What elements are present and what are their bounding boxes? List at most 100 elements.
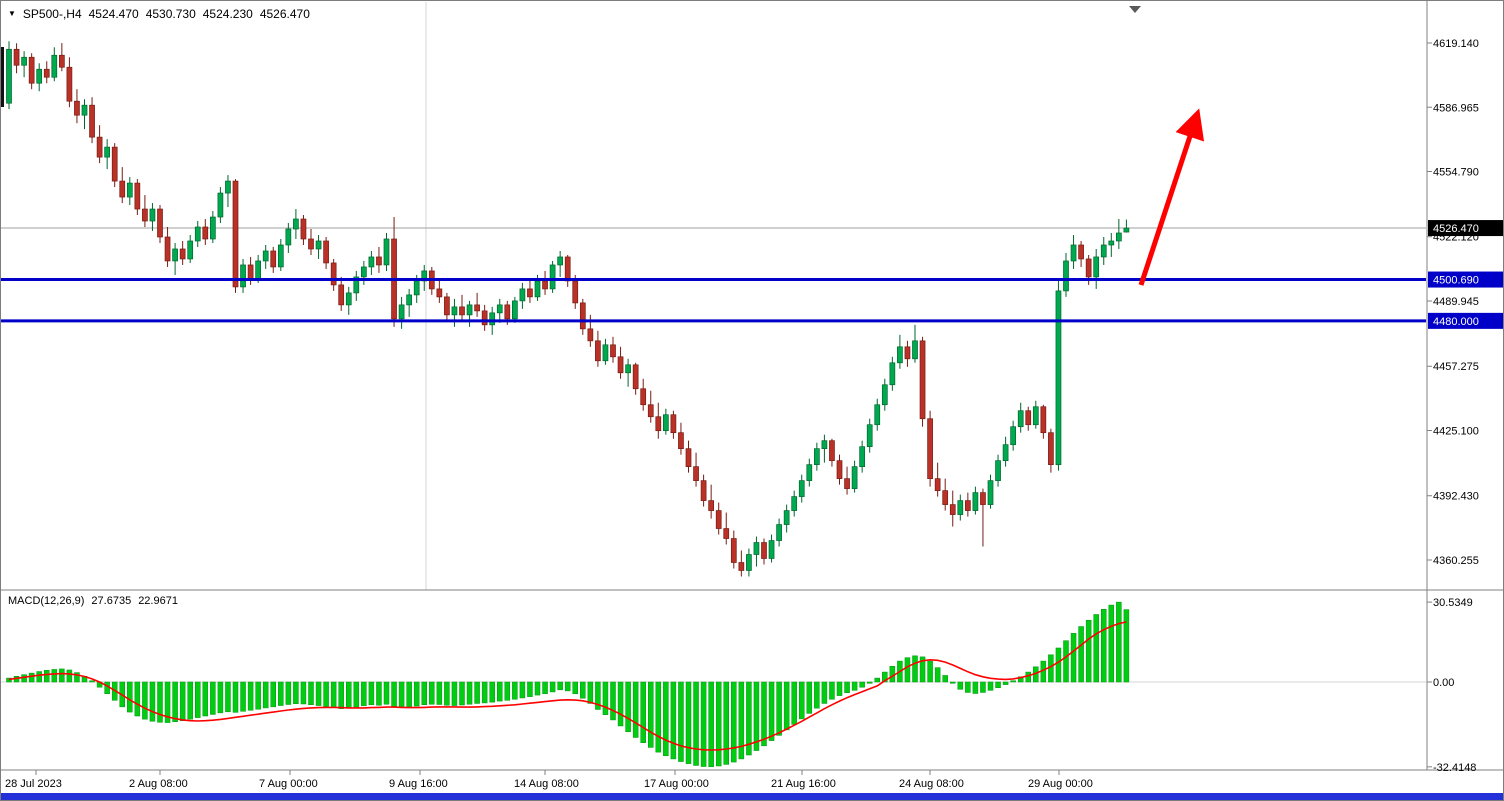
candle-body bbox=[897, 346, 903, 364]
candle-body bbox=[300, 218, 307, 240]
macd-histogram-bar bbox=[821, 681, 828, 704]
macd-histogram-bar bbox=[1048, 654, 1054, 683]
candle-body bbox=[587, 328, 594, 342]
macd-histogram-bar bbox=[1055, 647, 1062, 683]
price-axis-label[interactable]: 4392.430 bbox=[1433, 491, 1479, 503]
candle-body bbox=[844, 478, 850, 489]
time-axis-label[interactable]: 14 Aug 08:00 bbox=[514, 778, 579, 790]
macd-histogram-bar bbox=[391, 681, 397, 707]
candle-body bbox=[172, 248, 178, 262]
macd-histogram-bar bbox=[66, 669, 73, 683]
price-axis-label[interactable]: 4360.255 bbox=[1433, 555, 1479, 567]
macd-histogram-bar bbox=[761, 681, 767, 747]
candle-body bbox=[557, 256, 564, 266]
macd-histogram-bar bbox=[685, 681, 692, 764]
candle-body bbox=[964, 500, 971, 511]
macd-histogram-bar bbox=[300, 681, 307, 705]
macd-histogram-bar bbox=[225, 681, 231, 713]
macd-histogram-bar bbox=[376, 681, 382, 706]
candle-body bbox=[345, 292, 352, 306]
macd-histogram-bar bbox=[753, 681, 760, 751]
macd-histogram-bar bbox=[504, 681, 511, 701]
macd-histogram-bar bbox=[549, 681, 556, 693]
macd-histogram-bar bbox=[844, 681, 850, 693]
price-axis-label[interactable]: 4489.945 bbox=[1433, 296, 1479, 308]
candle-body bbox=[610, 344, 616, 358]
macd-indicator-header: MACD(12,26,9) 27.6735 22.9671 bbox=[8, 595, 178, 607]
candle-body bbox=[670, 414, 677, 434]
macd-axis-label[interactable]: 30.5349 bbox=[1433, 597, 1473, 609]
time-axis-label[interactable]: 9 Aug 16:00 bbox=[389, 778, 448, 790]
candle-body bbox=[262, 250, 269, 262]
macd-axis-label[interactable]: -32.4148 bbox=[1433, 762, 1476, 774]
candle-body bbox=[210, 216, 216, 240]
candle-body bbox=[1025, 410, 1032, 426]
candle-body bbox=[81, 104, 88, 116]
time-axis-label[interactable]: 24 Aug 08:00 bbox=[899, 778, 964, 790]
macd-histogram-bar bbox=[134, 681, 141, 717]
candle-body bbox=[277, 244, 284, 268]
time-axis-label[interactable]: 28 Jul 2023 bbox=[5, 778, 62, 790]
candle-body bbox=[194, 226, 201, 242]
candle-body bbox=[851, 466, 858, 489]
macd-histogram-bar bbox=[519, 681, 526, 699]
macd-histogram-bar bbox=[436, 681, 443, 705]
candle-body bbox=[28, 56, 35, 84]
macd-histogram-bar bbox=[564, 681, 571, 692]
candle-body bbox=[927, 418, 933, 479]
candle-body bbox=[813, 448, 820, 465]
time-axis-label[interactable]: 17 Aug 00:00 bbox=[644, 778, 709, 790]
candle-body bbox=[1100, 244, 1107, 258]
candle-body bbox=[1093, 256, 1100, 278]
macd-histogram-bar bbox=[1108, 604, 1115, 683]
candle-body bbox=[912, 340, 918, 360]
candle-body bbox=[1032, 406, 1039, 426]
candle-body bbox=[225, 180, 231, 194]
macd-histogram-bar bbox=[942, 675, 948, 683]
candle-body bbox=[874, 404, 881, 426]
candle-body bbox=[451, 306, 458, 316]
time-axis-label[interactable]: 29 Aug 00:00 bbox=[1028, 778, 1093, 790]
macd-histogram-bar bbox=[866, 681, 873, 684]
macd-histogram-bar bbox=[1025, 671, 1031, 683]
trend-arrow[interactable] bbox=[1138, 108, 1205, 286]
candle-body bbox=[232, 180, 239, 288]
price-axis-label[interactable]: 4425.100 bbox=[1433, 425, 1479, 437]
candle-body bbox=[919, 340, 926, 420]
price-axis-label[interactable]: 4457.275 bbox=[1433, 361, 1479, 373]
price-axis-label[interactable]: 4554.790 bbox=[1433, 167, 1479, 179]
candle-body bbox=[640, 388, 647, 406]
price-axis-label[interactable]: 4586.965 bbox=[1433, 102, 1479, 114]
time-axis-label[interactable]: 2 Aug 08:00 bbox=[129, 778, 188, 790]
candle-body bbox=[376, 256, 382, 266]
candle-body bbox=[202, 226, 209, 240]
macd-histogram-bar bbox=[708, 681, 714, 768]
candle-body bbox=[285, 228, 292, 246]
macd-histogram-bar bbox=[383, 681, 390, 705]
macd-histogram-bar bbox=[142, 681, 148, 720]
candle-body bbox=[761, 542, 767, 559]
candle-body bbox=[489, 312, 496, 326]
candle-body bbox=[995, 460, 1001, 481]
macd-histogram-bar bbox=[678, 681, 684, 762]
macd-histogram-bar bbox=[934, 667, 941, 683]
time-axis-label[interactable]: 21 Aug 16:00 bbox=[771, 778, 836, 790]
macd-axis-label[interactable]: 0.00 bbox=[1433, 677, 1454, 689]
macd-histogram-bar bbox=[247, 681, 254, 711]
candle-body bbox=[579, 302, 586, 330]
candle-body bbox=[134, 182, 141, 210]
candle-body bbox=[315, 240, 322, 250]
candle-body bbox=[6, 48, 12, 104]
macd-histogram-bar bbox=[625, 681, 631, 732]
candle-body bbox=[255, 260, 261, 280]
scroll-anchor-icon[interactable] bbox=[1129, 6, 1141, 13]
price-axis-label[interactable]: 4619.140 bbox=[1433, 38, 1479, 50]
candle-body bbox=[723, 528, 730, 539]
macd-histogram-bar bbox=[421, 681, 427, 706]
candle-body bbox=[104, 146, 111, 158]
time-axis-label[interactable]: 7 Aug 00:00 bbox=[259, 778, 318, 790]
candle-body bbox=[111, 146, 118, 182]
candle-body bbox=[13, 48, 20, 66]
